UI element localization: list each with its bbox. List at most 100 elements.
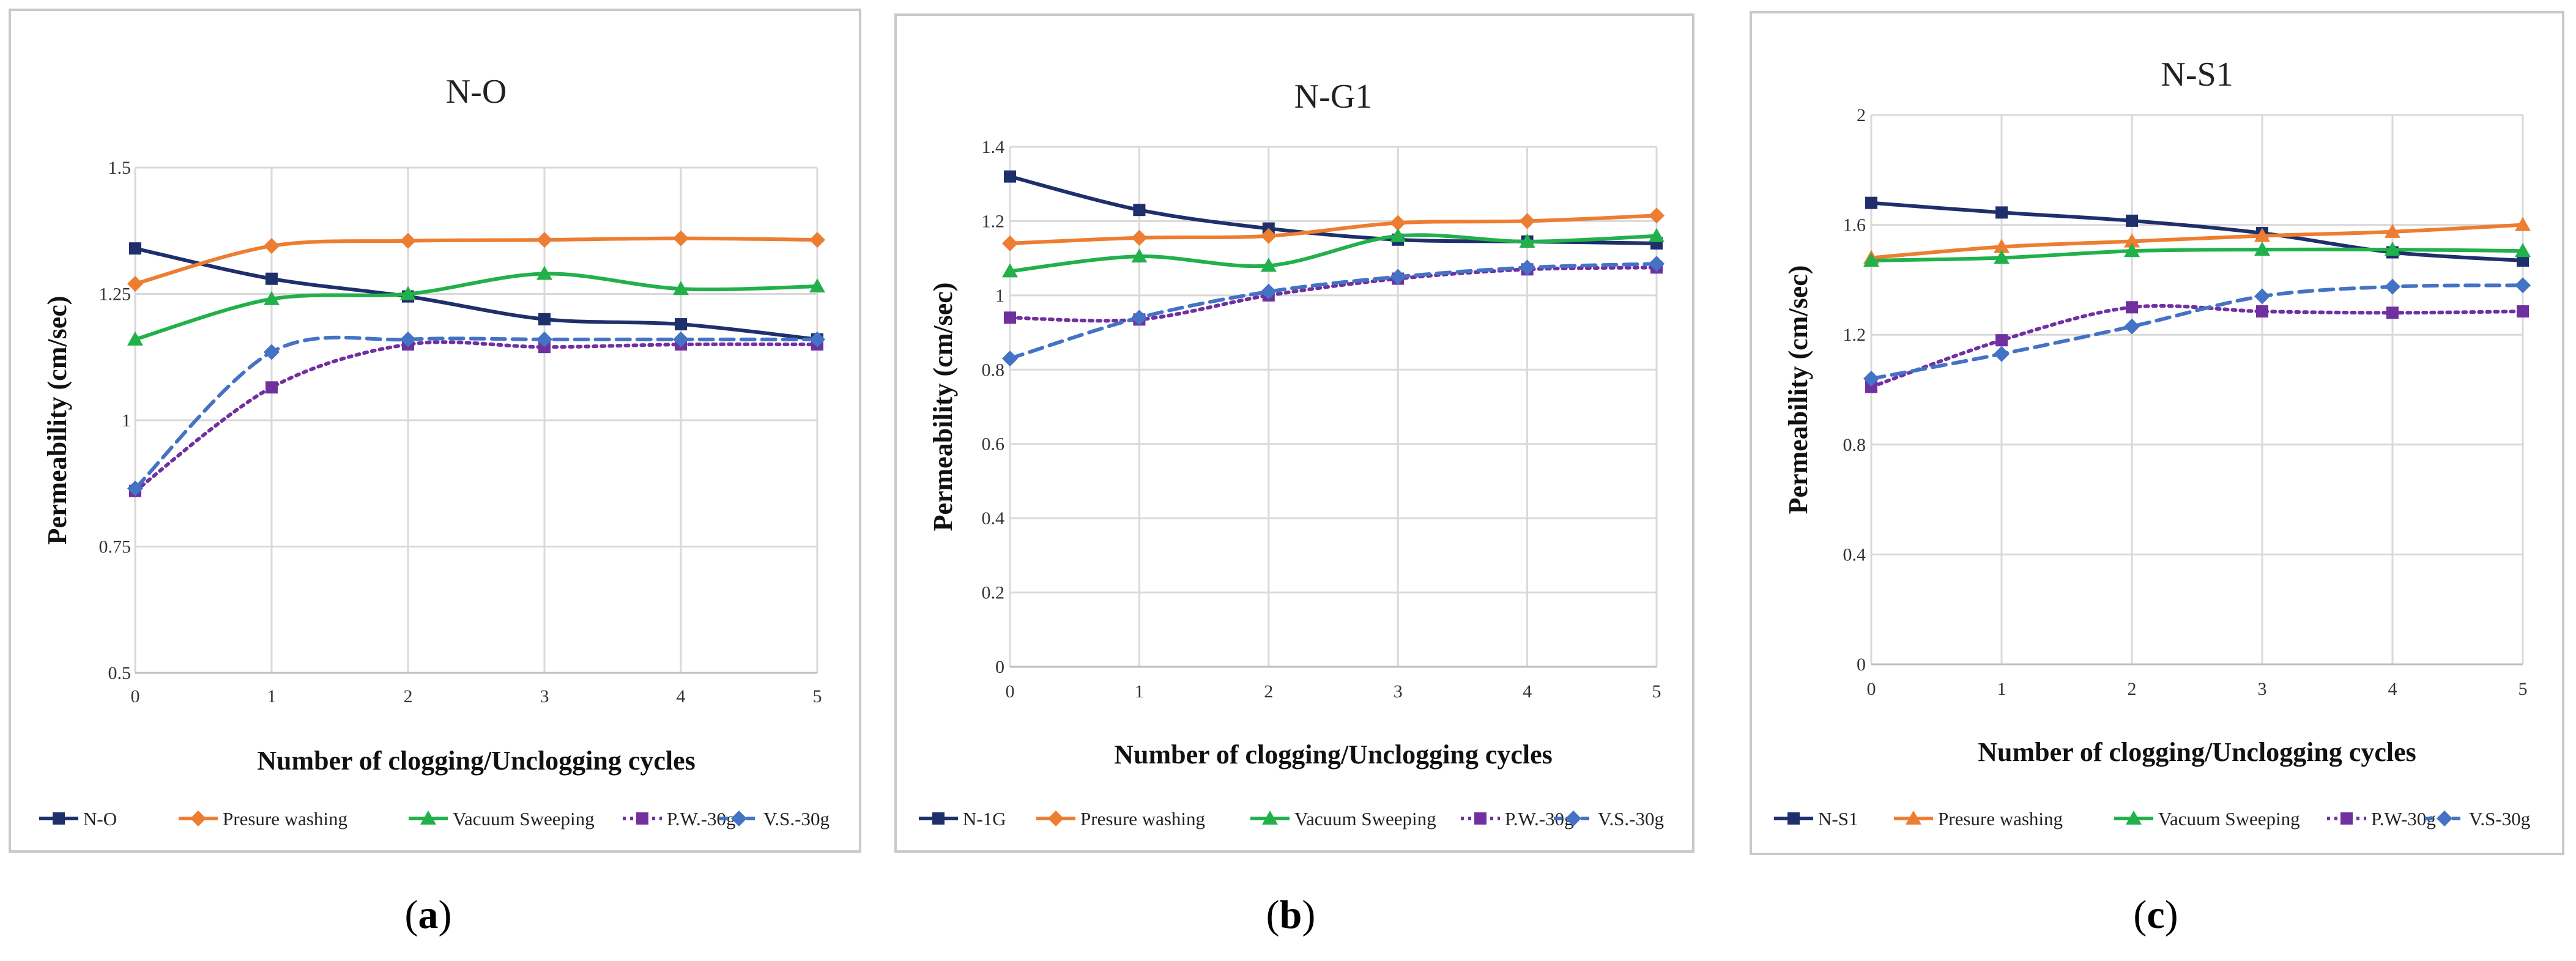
x-axis-label: Number of clogging/Unclogging cycles	[1978, 737, 2416, 767]
data-point	[673, 281, 689, 295]
data-point	[1994, 239, 2010, 253]
data-point	[675, 318, 687, 331]
data-point	[2385, 223, 2400, 238]
chart-a-svg: N-O 0.5 0.75 1 1.25 1.5 0 1 2 3 4 5 Number of cloggi…	[39, 73, 830, 829]
x-axis-label: Number of clogging/Unclogging cycles	[1114, 740, 1553, 770]
legend-label: N-S1	[1818, 808, 1858, 829]
series-line	[1008, 233, 1658, 273]
legend-marker	[2340, 812, 2353, 825]
gridlines	[134, 166, 818, 674]
y-axis-label: Permeability (cm/sec)	[928, 283, 958, 532]
legend-marker	[1906, 811, 1921, 825]
data-point	[1260, 228, 1277, 244]
data-point	[2126, 301, 2138, 314]
x-tick-label: 0	[1006, 681, 1015, 702]
legend-item: Vacuum Sweeping	[1250, 808, 1436, 829]
chart-panel-a: N-O 0.5 0.75 1 1.25 1.5 0 1 2 3 4 5 Number of cloggi…	[9, 9, 861, 853]
legend-item: Presure washing	[1894, 808, 2063, 829]
data-point	[1519, 259, 1535, 276]
y-axis-label: Permeability (cm/sec)	[42, 296, 72, 545]
series-line	[1869, 283, 2525, 381]
data-point	[1649, 256, 1665, 272]
x-tick-label: 4	[1523, 681, 1532, 702]
legend-marker	[1262, 811, 1278, 825]
legend-item: Vacuum Sweeping	[409, 808, 595, 829]
data-point	[536, 331, 552, 347]
series-1	[127, 230, 825, 292]
y-tick-label: 0.6	[982, 434, 1005, 455]
y-tick-label: 0	[1857, 655, 1866, 675]
legend-item: Presure washing	[1036, 808, 1205, 829]
chart-c-svg: N-S1 0 0.4 0.8 1.2 1.6 2 0 1 2 3 4 5 Number of cloggi…	[1774, 56, 2531, 829]
data-point	[1994, 250, 2010, 264]
legend-label: P.W.-30g	[1505, 808, 1574, 829]
data-point	[400, 286, 416, 300]
legend-marker	[420, 811, 436, 825]
series-line	[1869, 201, 2525, 262]
series-2	[1002, 228, 1665, 278]
data-point	[673, 331, 689, 347]
y-tick-label: 1.6	[1843, 215, 1866, 236]
data-point	[2126, 214, 2138, 227]
chart-title-b: N-G1	[1294, 78, 1373, 116]
legend-marker	[932, 812, 945, 825]
data-point	[1863, 252, 1879, 267]
x-tick-label: 1	[1997, 679, 2006, 699]
data-point	[400, 232, 416, 249]
legend-item: V.S.-30g	[719, 808, 830, 829]
legend-label: Presure washing	[1080, 808, 1205, 829]
legend-item: N-1G	[919, 808, 1006, 829]
data-point	[1260, 283, 1277, 300]
data-point	[1863, 371, 1879, 387]
legend: N-S1 Presure washing Vacuum Sweeping P.W-30…	[1774, 808, 2530, 829]
data-point	[129, 242, 141, 255]
data-point	[536, 232, 552, 248]
legend-item: P.W.-30g	[623, 808, 736, 829]
data-point	[1390, 215, 1406, 231]
data-point	[1131, 248, 1148, 263]
y-tick-label: 0.2	[982, 583, 1005, 603]
x-tick-label: 3	[540, 686, 549, 707]
x-tick-label: 3	[1394, 681, 1403, 702]
x-tick-label: 5	[2518, 679, 2528, 699]
data-point	[2124, 243, 2140, 258]
data-point	[1649, 207, 1665, 224]
series-line	[1008, 174, 1658, 245]
series-line	[133, 335, 819, 491]
data-point	[1994, 346, 2010, 362]
data-point	[1390, 269, 1406, 285]
series-line	[1869, 303, 2525, 389]
data-point	[2254, 288, 2270, 305]
y-tick-label: 1	[122, 410, 131, 431]
data-point	[1519, 213, 1535, 229]
data-point	[1865, 380, 1877, 393]
legend: N-1G Presure washing Vacuum Sweeping P.W.-3…	[919, 808, 1664, 829]
data-point	[2254, 242, 2270, 256]
data-point	[2515, 277, 2531, 294]
data-point	[809, 331, 825, 347]
y-tick-label: 1	[995, 286, 1004, 306]
y-tick-label: 0.8	[1843, 435, 1866, 455]
x-axis-label: Number of clogging/Unclogging cycles	[257, 746, 696, 776]
data-point	[2517, 305, 2529, 318]
gridlines	[1870, 114, 2524, 666]
data-point	[2254, 228, 2270, 242]
series-4	[1863, 277, 2531, 387]
x-tick-label: 5	[1652, 681, 1661, 702]
x-tick-label: 2	[2128, 679, 2137, 699]
series-3	[1004, 261, 1663, 326]
y-tick-label: 0.8	[982, 360, 1005, 380]
data-point	[1995, 334, 2008, 347]
legend-label: Vacuum Sweeping	[2158, 808, 2300, 829]
data-point	[265, 381, 278, 394]
legend-item: Presure washing	[179, 808, 347, 829]
data-point	[2515, 243, 2531, 258]
data-point	[127, 480, 143, 497]
data-point	[2124, 233, 2140, 248]
data-point	[1002, 351, 1018, 367]
chart-title-c: N-S1	[2161, 56, 2233, 94]
legend-label: Presure washing	[1938, 808, 2063, 829]
x-tick-label: 4	[2388, 679, 2397, 699]
data-point	[2124, 318, 2140, 335]
y-tick-label: 1.4	[982, 137, 1005, 157]
